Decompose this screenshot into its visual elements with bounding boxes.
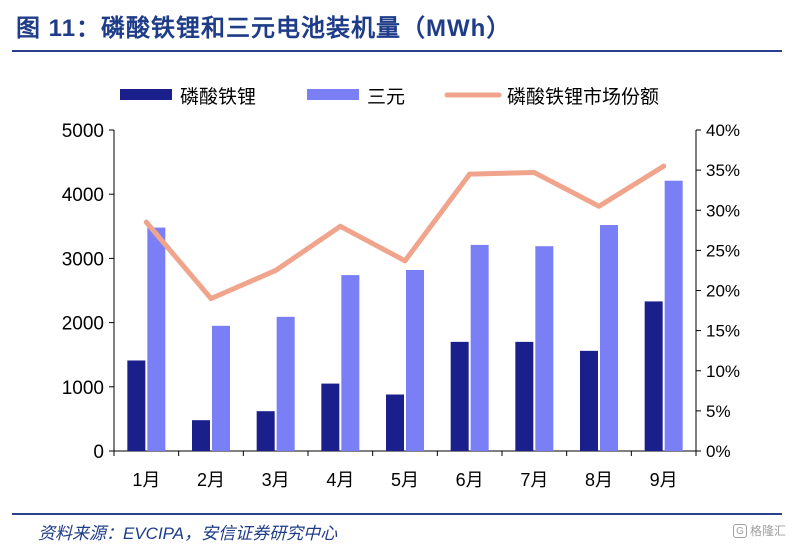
y-right-tick-label: 35% <box>706 161 740 180</box>
bar-ncm <box>535 246 554 451</box>
footer-divider <box>12 513 782 515</box>
watermark-logo-icon: G <box>732 523 747 538</box>
y-left-tick-label: 4000 <box>62 185 104 206</box>
y-right-tick-label: 40% <box>706 121 740 140</box>
title-divider <box>12 50 782 52</box>
x-tick-label: 6月 <box>456 470 484 490</box>
y-right-tick-label: 25% <box>706 241 740 260</box>
y-left-tick-label: 1000 <box>62 378 104 399</box>
x-tick-label: 4月 <box>326 470 354 490</box>
y-right-tick-label: 15% <box>706 322 740 341</box>
share-point <box>273 267 279 273</box>
y-left-tick-label: 3000 <box>62 249 104 270</box>
bar-lfp <box>515 341 534 451</box>
legend-label-lfp: 磷酸铁锂 <box>180 86 256 108</box>
bars <box>127 180 683 451</box>
legend: 磷酸铁锂 三元 磷酸铁锂市场份额 <box>120 86 659 108</box>
y-left-tick-label: 2000 <box>62 314 104 335</box>
chart: 磷酸铁锂 三元 磷酸铁锂市场份额 0 1000 2000 3000 4000 5000 0% 5%… <box>62 86 740 490</box>
bar-ncm <box>147 227 166 451</box>
bar-lfp <box>321 383 340 451</box>
share-point <box>467 171 473 177</box>
legend-label-ncm: 三元 <box>367 87 405 108</box>
y-right-tick-label: 5% <box>706 402 731 421</box>
bar-ncm <box>341 275 360 451</box>
y-left-tick-label: 0 <box>93 442 104 463</box>
bar-ncm <box>212 325 230 451</box>
bar-ncm <box>276 316 295 451</box>
bar-lfp <box>192 420 210 451</box>
legend-swatch-lfp <box>120 89 172 100</box>
x-tick-label: 8月 <box>585 470 613 490</box>
watermark: G 格隆汇 <box>732 522 786 539</box>
watermark-text: 格隆汇 <box>749 524 786 538</box>
share-point <box>208 296 214 302</box>
chart-title: 图 11：磷酸铁锂和三元电池装机量（MWh） <box>16 15 512 42</box>
y-right-tick-label: 10% <box>706 362 740 381</box>
legend-label-share: 磷酸铁锂市场份额 <box>507 86 659 108</box>
share-point <box>661 163 667 169</box>
bar-lfp <box>450 341 469 451</box>
bar-ncm <box>600 225 618 451</box>
bar-lfp <box>580 350 598 451</box>
y-right-tick-label: 0% <box>706 442 731 461</box>
y-right-tick-label: 30% <box>706 201 740 220</box>
bar-ncm <box>664 180 683 451</box>
x-tick-label: 1月 <box>132 470 160 490</box>
x-tick-label: 7月 <box>520 470 548 490</box>
share-point <box>402 258 408 264</box>
y-left-tick-label: 5000 <box>62 121 104 142</box>
x-tick-label: 2月 <box>197 470 225 490</box>
source-note: 资料来源：EVCIPA，安信证券研究中心 <box>38 524 338 543</box>
x-tick-label: 5月 <box>391 470 419 490</box>
bar-lfp <box>644 301 663 451</box>
bar-ncm <box>470 244 489 451</box>
bar-lfp <box>256 411 275 451</box>
share-point <box>337 223 343 229</box>
share-point <box>596 203 602 209</box>
legend-swatch-ncm <box>307 89 359 100</box>
share-line-path <box>143 163 667 302</box>
bar-ncm <box>406 269 424 451</box>
bar-lfp <box>127 360 146 451</box>
bar-lfp <box>386 394 404 451</box>
axes: 0 1000 2000 3000 4000 5000 0% 5% 10% 15% 20% 25% 30%… <box>62 121 740 490</box>
x-tick-label: 9月 <box>650 470 678 490</box>
share-point <box>531 170 537 176</box>
share-line <box>143 163 667 302</box>
y-right-tick-label: 20% <box>706 282 740 301</box>
share-point <box>143 219 149 225</box>
x-tick-label: 3月 <box>262 470 290 490</box>
